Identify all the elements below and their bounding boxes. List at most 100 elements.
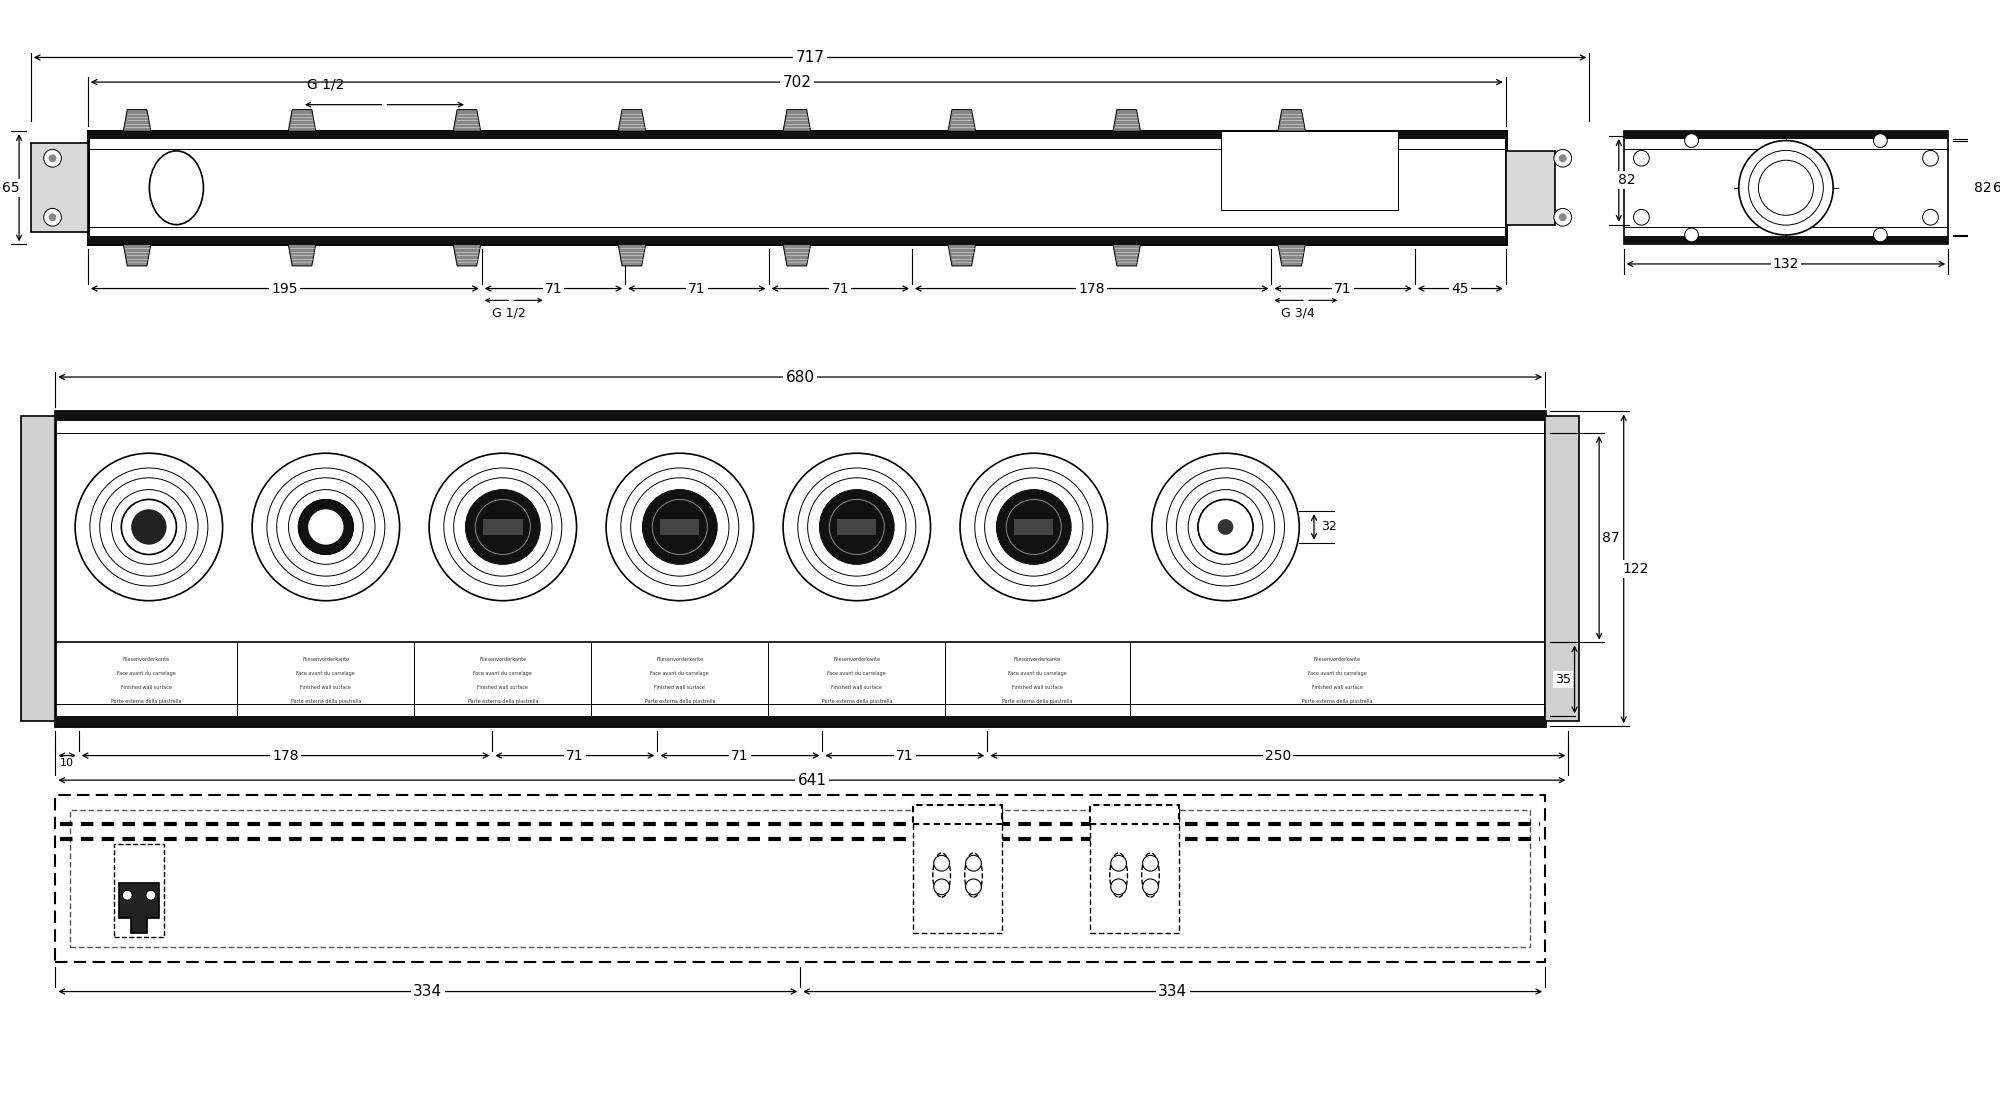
Circle shape (48, 213, 56, 221)
Circle shape (840, 509, 874, 545)
Polygon shape (1112, 110, 1140, 131)
Polygon shape (124, 244, 150, 266)
Circle shape (1874, 228, 1888, 242)
Circle shape (1166, 468, 1284, 586)
Circle shape (1152, 454, 1300, 601)
Text: 71: 71 (1334, 282, 1352, 295)
Text: Fliesenvorderkante: Fliesenvorderkante (302, 658, 350, 662)
Circle shape (1634, 151, 1650, 166)
Bar (88, 131, 1506, 139)
Bar (660, 519, 700, 535)
Polygon shape (1112, 244, 1140, 266)
Circle shape (44, 150, 62, 167)
Circle shape (122, 891, 132, 901)
Text: 82: 82 (1618, 173, 1636, 187)
Circle shape (1758, 160, 1814, 215)
Text: 71: 71 (896, 749, 914, 763)
Text: 132: 132 (1772, 257, 1800, 271)
Ellipse shape (1142, 853, 1160, 897)
Circle shape (1684, 134, 1698, 147)
Circle shape (1922, 210, 1938, 225)
Bar (56, 411, 1546, 421)
Text: Face avant du carrelage: Face avant du carrelage (1008, 671, 1066, 676)
Text: 35: 35 (1554, 673, 1570, 685)
Circle shape (652, 499, 708, 554)
Circle shape (996, 489, 1072, 564)
Circle shape (444, 468, 562, 586)
Bar (88, 131, 1506, 244)
Circle shape (1874, 134, 1888, 147)
Circle shape (1142, 879, 1158, 895)
Circle shape (112, 489, 186, 564)
Circle shape (960, 454, 1108, 601)
Text: Finished wall surface: Finished wall surface (478, 684, 528, 690)
Bar (914, 805, 1002, 933)
Text: 87: 87 (1602, 531, 1620, 545)
Circle shape (122, 499, 176, 554)
Circle shape (430, 454, 576, 601)
Bar (1014, 519, 1054, 535)
Polygon shape (784, 244, 810, 266)
Bar (914, 805, 1002, 824)
Bar (1090, 805, 1178, 824)
Text: 71: 71 (566, 749, 584, 763)
Text: Parte esterna della piastrella: Parte esterna della piastrella (112, 699, 182, 703)
Circle shape (1176, 478, 1274, 577)
Circle shape (466, 489, 540, 564)
Bar (114, 844, 164, 937)
Circle shape (642, 489, 718, 564)
Bar (484, 519, 522, 535)
Circle shape (830, 499, 884, 554)
Bar (1624, 236, 1948, 244)
Text: Face avant du carrelage: Face avant du carrelage (650, 671, 710, 676)
Text: Parte esterna della piastrella: Parte esterna della piastrella (822, 699, 892, 703)
Polygon shape (454, 244, 480, 266)
Polygon shape (618, 244, 646, 266)
Text: 71: 71 (688, 282, 706, 295)
Circle shape (1016, 509, 1052, 545)
Circle shape (934, 879, 950, 895)
Bar (1546, 416, 1580, 721)
Polygon shape (120, 884, 158, 933)
Circle shape (486, 509, 520, 545)
Circle shape (1188, 489, 1262, 564)
Text: Fliesenvorderkante: Fliesenvorderkante (834, 658, 880, 662)
Text: 334: 334 (414, 984, 442, 999)
Circle shape (1110, 855, 1126, 871)
Polygon shape (288, 244, 316, 266)
Text: Fliesenvorderkante: Fliesenvorderkante (1314, 658, 1360, 662)
Circle shape (1198, 499, 1254, 554)
Circle shape (1922, 151, 1938, 166)
Polygon shape (1278, 110, 1306, 131)
Circle shape (308, 509, 344, 545)
Circle shape (966, 855, 982, 871)
Polygon shape (288, 110, 316, 131)
Circle shape (808, 478, 906, 577)
Text: 717: 717 (796, 50, 824, 65)
Circle shape (132, 509, 166, 545)
Circle shape (1208, 509, 1244, 545)
Text: Parte esterna della piastrella: Parte esterna della piastrella (644, 699, 716, 703)
Circle shape (100, 478, 198, 577)
Text: Finished wall surface: Finished wall surface (120, 684, 172, 690)
Text: Finished wall surface: Finished wall surface (1312, 684, 1362, 690)
Circle shape (996, 489, 1072, 564)
Circle shape (1006, 499, 1062, 554)
Circle shape (132, 509, 166, 545)
Circle shape (662, 509, 698, 545)
Circle shape (652, 499, 708, 554)
Ellipse shape (932, 853, 950, 897)
Text: 60: 60 (1994, 181, 2000, 195)
Bar (30, 143, 88, 233)
Bar (1090, 805, 1178, 933)
Circle shape (308, 509, 344, 545)
Circle shape (984, 478, 1082, 577)
Text: 680: 680 (786, 369, 814, 385)
Bar (1624, 131, 1948, 139)
Bar (56, 795, 1546, 962)
Circle shape (48, 154, 56, 162)
Bar (1220, 131, 1398, 210)
Text: Finished wall surface: Finished wall surface (300, 684, 352, 690)
Circle shape (1748, 151, 1824, 225)
Circle shape (276, 478, 376, 577)
